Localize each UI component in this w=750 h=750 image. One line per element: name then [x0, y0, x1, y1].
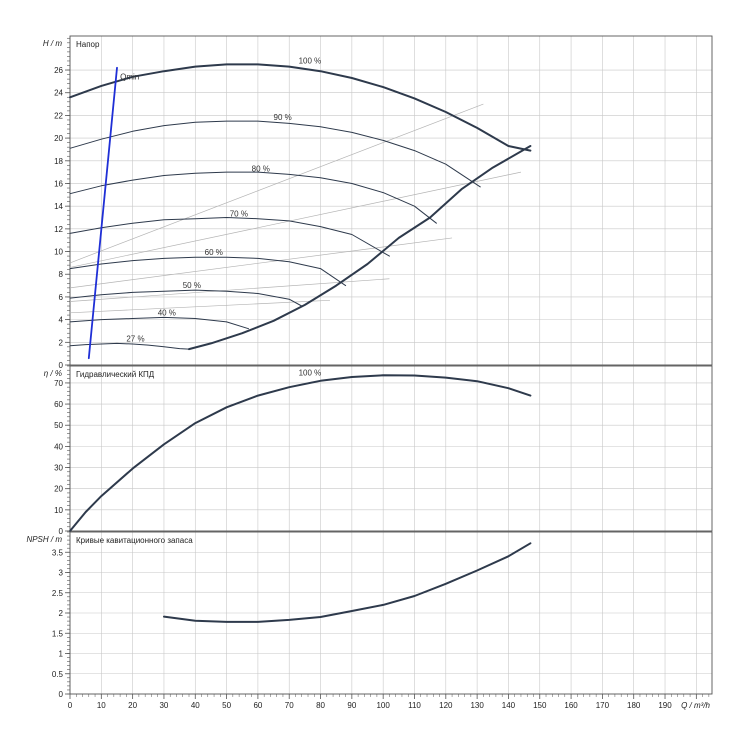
head-curve-label: 50 % [183, 281, 201, 290]
x-tick-label: 100 [376, 701, 390, 710]
x-tick-label: 40 [191, 701, 200, 710]
x-tick-label: 110 [408, 701, 421, 710]
x-tick-label: 190 [658, 701, 672, 710]
x-tick-label: 120 [439, 701, 453, 710]
x-tick-label: 60 [253, 701, 262, 710]
efficiency-curve-label: 100 % [299, 369, 322, 378]
efficiency-guide-line [69, 299, 330, 314]
npsh-frame [69, 531, 713, 695]
head-series-100 [69, 63, 532, 152]
x-tick-label: 10 [97, 701, 106, 710]
head-ytick-label: 20 [54, 134, 63, 143]
head-curve-label: 100 % [299, 56, 322, 65]
efficiency-panel-title: Гидравлический КПД [76, 370, 155, 379]
efficiency-ytick-label: 60 [54, 400, 63, 409]
npsh-ytick-label: 3.5 [52, 548, 64, 557]
npsh-panel-title: Кривые кавитационного запаса [76, 536, 193, 545]
efficiency-ytick-label: 30 [54, 464, 63, 473]
x-tick-label: 160 [564, 701, 578, 710]
x-tick-label: 0 [68, 701, 73, 710]
head-curve-label: 40 % [158, 308, 176, 317]
efficiency-guide-line [69, 171, 522, 268]
x-tick-label: 20 [128, 701, 137, 710]
npsh-ytick-label: 2 [59, 609, 64, 618]
npsh-ytick-label: 1 [59, 650, 64, 659]
head-ytick-label: 26 [54, 66, 63, 75]
x-tick-label: 80 [316, 701, 325, 710]
efficiency-ytick-label: 10 [54, 506, 63, 515]
head-ytick-label: 10 [54, 248, 63, 257]
head-frame [69, 35, 713, 366]
head-curve-label: 27 % [126, 334, 144, 343]
head-ytick-label: 18 [54, 157, 63, 166]
head-ytick-label: 24 [54, 89, 63, 98]
x-tick-label: 90 [347, 701, 356, 710]
head-ytick-label: 8 [59, 270, 64, 279]
head-ytick-label: 14 [54, 202, 63, 211]
x-tick-label: 170 [596, 701, 610, 710]
head-series-27 [69, 342, 190, 350]
efficiency-guide-line [69, 237, 453, 289]
x-tick-label: 30 [159, 701, 168, 710]
head-ytick-label: 2 [59, 338, 64, 347]
x-tick-label: 130 [470, 701, 484, 710]
efficiency-ytick-label: 50 [54, 421, 63, 430]
x-tick-label: 50 [222, 701, 231, 710]
head-series-80 [69, 171, 437, 224]
head-ytick-label: 6 [59, 293, 64, 302]
head-curve-label: Qmin [120, 72, 139, 81]
npsh-ytick-label: 0.5 [52, 670, 64, 679]
x-tick-label: 70 [285, 701, 294, 710]
efficiency-guide-line [69, 278, 390, 302]
efficiency-axis-title: η / % [44, 369, 62, 378]
head-curve-label: 80 % [252, 164, 270, 173]
npsh-ytick-label: 3 [59, 569, 64, 578]
head-curve-label: 90 % [274, 113, 292, 122]
head-ytick-label: 22 [54, 111, 63, 120]
efficiency-ytick-label: 20 [54, 485, 63, 494]
x-tick-label: 140 [502, 701, 516, 710]
x-axis-title: Q / m³/h [681, 701, 710, 710]
head-axis-title: H / m [43, 39, 62, 48]
efficiency-series-100 [69, 374, 532, 532]
npsh-ytick-label: 2.5 [52, 589, 64, 598]
head-series-60 [69, 256, 347, 287]
efficiency-frame [69, 365, 713, 532]
npsh-axis-title: NPSH / m [26, 535, 62, 544]
efficiency-guide-line [69, 103, 484, 264]
efficiency-ytick-label: 40 [54, 442, 63, 451]
head-panel-title: Напор [76, 40, 100, 49]
efficiency-ytick-label: 70 [54, 379, 63, 388]
head-series-70 [69, 217, 390, 257]
head-ytick-label: 12 [54, 225, 63, 234]
head-series-40 [69, 316, 249, 330]
npsh-ytick-label: 1.5 [52, 629, 64, 638]
head-curve-label: 70 % [230, 210, 248, 219]
head-ytick-label: 16 [54, 179, 63, 188]
efficiency-ytick-label: 0 [59, 527, 64, 536]
head-series-limit [188, 145, 532, 351]
npsh-ytick-label: 0 [59, 690, 64, 699]
head-series-Qmin [87, 66, 118, 360]
head-series-50 [69, 289, 303, 307]
head-ytick-label: 4 [59, 316, 64, 325]
x-tick-label: 180 [627, 701, 641, 710]
npsh-series-NPSH [163, 542, 532, 623]
head-series-90 [69, 120, 481, 188]
head-curve-label: 60 % [205, 248, 223, 257]
x-tick-label: 150 [533, 701, 547, 710]
head-ytick-label: 0 [59, 361, 64, 370]
